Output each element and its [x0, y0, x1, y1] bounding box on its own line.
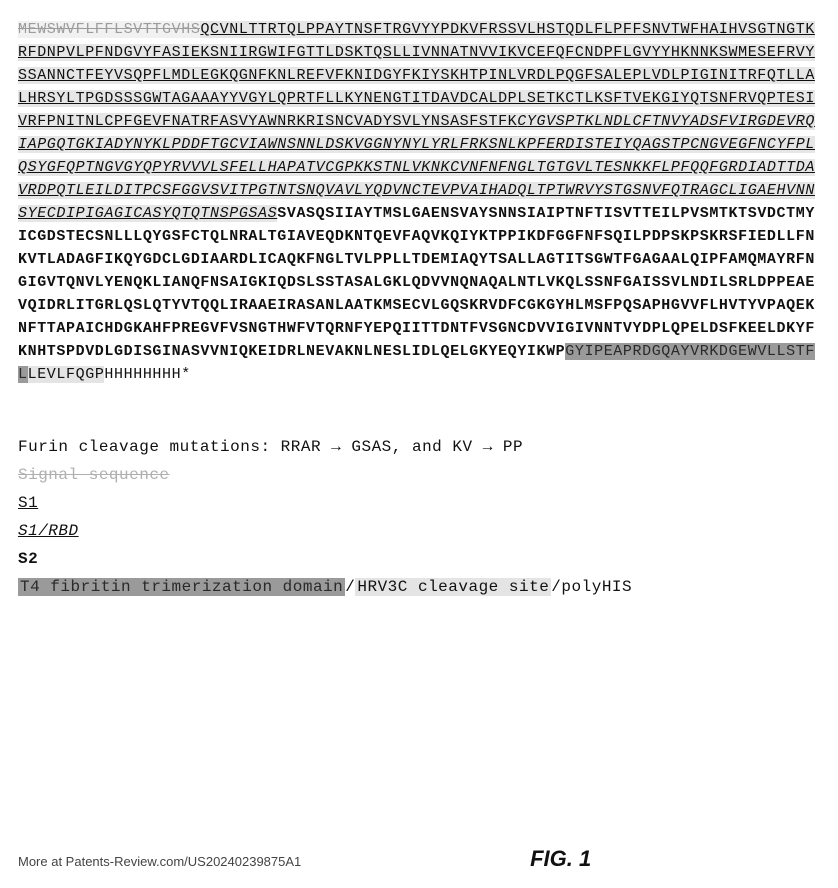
arrow-icon: →: [331, 438, 341, 456]
legend-s1: S1: [18, 490, 820, 516]
legend-sep: /: [551, 578, 561, 596]
arrow-icon: →: [483, 438, 493, 456]
protein-sequence: MEWSWVFLFFLSVTTGVHSQCVNLTTRTQLPPAYTNSFTR…: [18, 18, 820, 386]
legend-block: Furin cleavage mutations: RRAR → GSAS, a…: [18, 434, 820, 600]
seq-polyhis-stop: HHHHHHHH*: [104, 366, 190, 383]
legend-s2: S2: [18, 546, 820, 572]
figure-label: FIG. 1: [301, 846, 820, 872]
seq-s2: SVASQSIIAYTMSLGAENSVAYSNNSIAIPTNFTISVTTE…: [18, 205, 815, 360]
legend-hrv3c: HRV3C cleavage site: [355, 578, 551, 596]
legend-sep: /: [345, 578, 355, 596]
seq-signal: MEWSWVFLFFLSVTTGVHS: [18, 21, 200, 38]
furin-mid: GSAS, and KV: [341, 438, 482, 456]
legend-signal: Signal sequence: [18, 462, 820, 488]
seq-hrv3c: LEVLFQGP: [28, 366, 105, 383]
furin-end: PP: [493, 438, 523, 456]
legend-t4: T4 fibritin trimerization domain: [18, 578, 345, 596]
source-footer: More at Patents-Review.com/US20240239875…: [18, 854, 301, 869]
furin-prefix: Furin cleavage mutations: RRAR: [18, 438, 331, 456]
legend-polyhis: polyHIS: [561, 578, 632, 596]
furin-mutations-note: Furin cleavage mutations: RRAR → GSAS, a…: [18, 434, 820, 460]
legend-tail-row: T4 fibritin trimerization domain/HRV3C c…: [18, 574, 820, 600]
legend-s1-rbd: S1/RBD: [18, 518, 820, 544]
